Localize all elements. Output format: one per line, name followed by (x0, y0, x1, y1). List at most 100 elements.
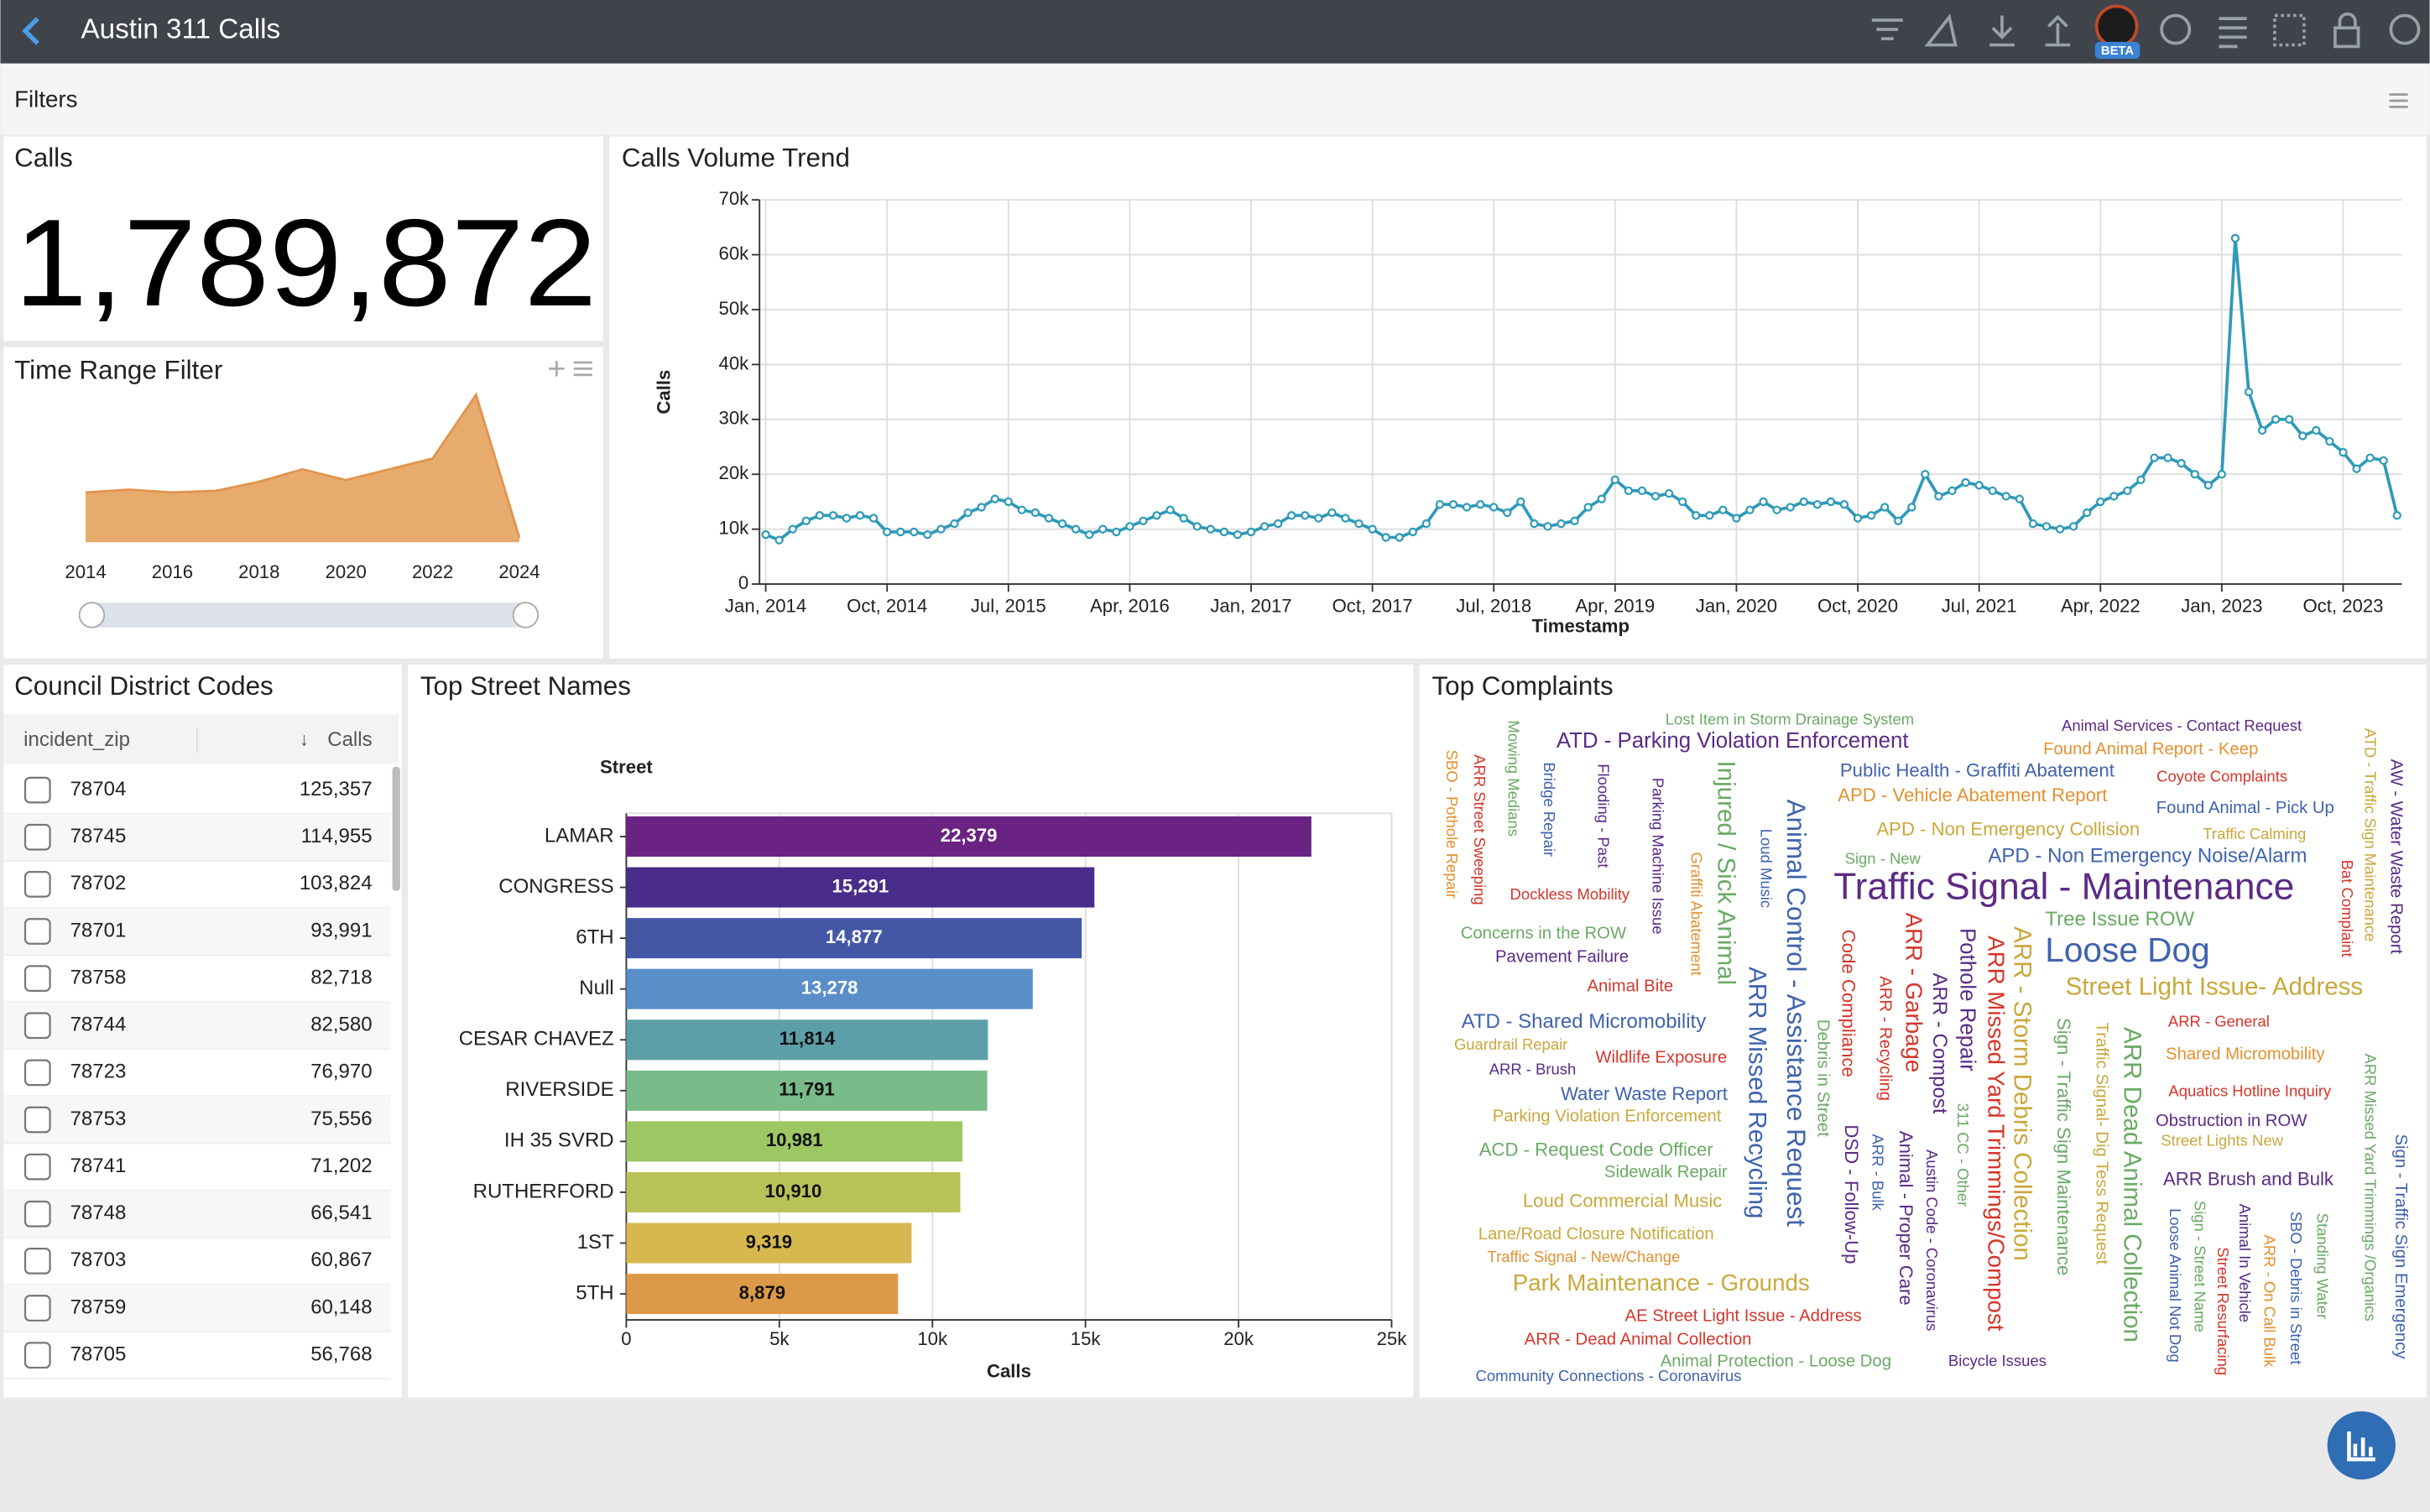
point[interactable] (1718, 505, 1728, 514)
word[interactable]: Traffic Signal- Dig Tess Request (2093, 1023, 2111, 1265)
point[interactable] (1354, 519, 1364, 529)
bar[interactable] (626, 1121, 963, 1162)
row-checkbox[interactable] (23, 870, 51, 898)
row-checkbox[interactable] (23, 918, 51, 945)
point[interactable] (1368, 524, 1377, 534)
point[interactable] (1907, 503, 1916, 512)
point[interactable] (1759, 497, 1768, 507)
word[interactable]: SBO - Pothole Repair (1443, 750, 1461, 899)
point[interactable] (1557, 519, 1566, 529)
point[interactable] (815, 511, 825, 520)
point[interactable] (2136, 475, 2146, 484)
row-checkbox[interactable] (23, 1200, 51, 1228)
point[interactable] (1894, 516, 1903, 526)
word[interactable]: Animal In Vehicle (2236, 1204, 2254, 1323)
point[interactable] (2109, 492, 2119, 501)
point[interactable] (1435, 500, 1445, 509)
word[interactable]: ARR Street Sweeping (1471, 754, 1489, 905)
point[interactable] (1705, 511, 1714, 520)
point[interactable] (1624, 486, 1634, 496)
point[interactable] (2001, 492, 2010, 501)
word[interactable]: Found Animal - Pick Up (2156, 799, 2334, 817)
point[interactable] (2028, 519, 2038, 529)
point[interactable] (842, 514, 852, 523)
word[interactable]: Community Connections - Coronavirus (1476, 1367, 1742, 1384)
point[interactable] (950, 519, 959, 529)
word[interactable]: Loud Commercial Music (1523, 1191, 1722, 1212)
word[interactable]: Austin Code - Coronavirus (1923, 1150, 1941, 1331)
point[interactable] (1233, 530, 1243, 540)
row-checkbox[interactable] (23, 1012, 51, 1040)
bar[interactable] (626, 1274, 899, 1315)
point[interactable] (774, 535, 784, 545)
word[interactable]: ARR - Dead Animal Collection (1525, 1330, 1752, 1348)
point[interactable] (2150, 453, 2159, 462)
point[interactable] (1408, 527, 1417, 537)
row-checkbox[interactable] (23, 1153, 51, 1181)
bar[interactable] (626, 1070, 988, 1111)
word[interactable]: APD - Non Emergency Noise/Alarm (1988, 844, 2307, 867)
point[interactable] (1799, 497, 1808, 507)
point[interactable] (1206, 524, 1215, 534)
word[interactable]: Park Maintenance - Grounds (1513, 1270, 1810, 1296)
row-checkbox[interactable] (23, 823, 51, 851)
word[interactable]: Pothole Repair (1956, 928, 1979, 1071)
point[interactable] (788, 524, 797, 534)
beta-logo[interactable] (2094, 4, 2139, 49)
point[interactable] (2190, 470, 2199, 479)
row-checkbox[interactable] (23, 1342, 51, 1369)
point[interactable] (1273, 519, 1283, 529)
point[interactable] (2312, 425, 2321, 435)
word[interactable]: Found Animal Report - Keep (2043, 740, 2258, 759)
sort-indicator[interactable]: ↓ (300, 728, 309, 749)
point[interactable] (1880, 503, 1890, 512)
word[interactable]: ARR - Recycling (1875, 976, 1894, 1101)
word[interactable]: Graffiti Abatement (1687, 852, 1705, 975)
word[interactable]: Debris in Street (1813, 1019, 1832, 1137)
word[interactable]: Lost Item in Storm Drainage System (1666, 710, 1914, 727)
point[interactable] (1570, 516, 1579, 526)
word[interactable]: Injured / Sick Animal (1713, 761, 1740, 986)
row-checkbox[interactable] (23, 965, 51, 993)
bar[interactable] (626, 1171, 961, 1212)
word[interactable]: Parking Violation Enforcement (1493, 1108, 1722, 1126)
scrollbar[interactable] (392, 766, 400, 891)
word[interactable]: Loose Dog (2045, 931, 2209, 969)
point[interactable] (2217, 470, 2227, 479)
point[interactable] (1112, 527, 1121, 537)
point[interactable] (1179, 514, 1188, 523)
point[interactable] (1004, 497, 1013, 507)
point[interactable] (1732, 514, 1741, 523)
point[interactable] (1597, 494, 1606, 503)
point[interactable] (1961, 477, 1970, 487)
point[interactable] (1030, 508, 1040, 518)
point[interactable] (2271, 414, 2281, 424)
point[interactable] (1287, 511, 1296, 520)
point[interactable] (2379, 456, 2388, 466)
word[interactable]: ARR - General (2168, 1012, 2270, 1030)
point[interactable] (1853, 514, 1863, 523)
point[interactable] (761, 530, 770, 540)
word[interactable]: Coyote Complaints (2156, 768, 2287, 785)
word[interactable]: Public Health - Graffiti Abatement (1840, 759, 2115, 780)
word[interactable]: Animal - Proper Care (1896, 1131, 1916, 1306)
point[interactable] (2177, 458, 2186, 468)
point[interactable] (1219, 527, 1229, 537)
point[interactable] (2042, 522, 2052, 531)
point[interactable] (1301, 511, 1310, 520)
word[interactable]: ATD - Traffic Sign Maintenance (2362, 728, 2380, 942)
point[interactable] (2257, 425, 2267, 435)
word[interactable]: Sign - Traffic Sign Maintenance (2053, 1018, 2074, 1275)
point[interactable] (2365, 453, 2375, 462)
word[interactable]: ATD - Parking Violation Enforcement (1557, 729, 1909, 753)
point[interactable] (2068, 522, 2078, 531)
word[interactable]: ATD - Shared Micromobility (1462, 1010, 1707, 1033)
point[interactable] (1543, 522, 1552, 531)
point[interactable] (1314, 514, 1323, 523)
row-checkbox[interactable] (23, 1248, 51, 1275)
point[interactable] (855, 511, 865, 520)
point[interactable] (1098, 524, 1108, 534)
word[interactable]: Bat Complaint (2339, 860, 2356, 957)
word[interactable]: ARR Missed Yard Trimmings /Organics (2362, 1053, 2380, 1321)
point[interactable] (1516, 497, 1525, 507)
